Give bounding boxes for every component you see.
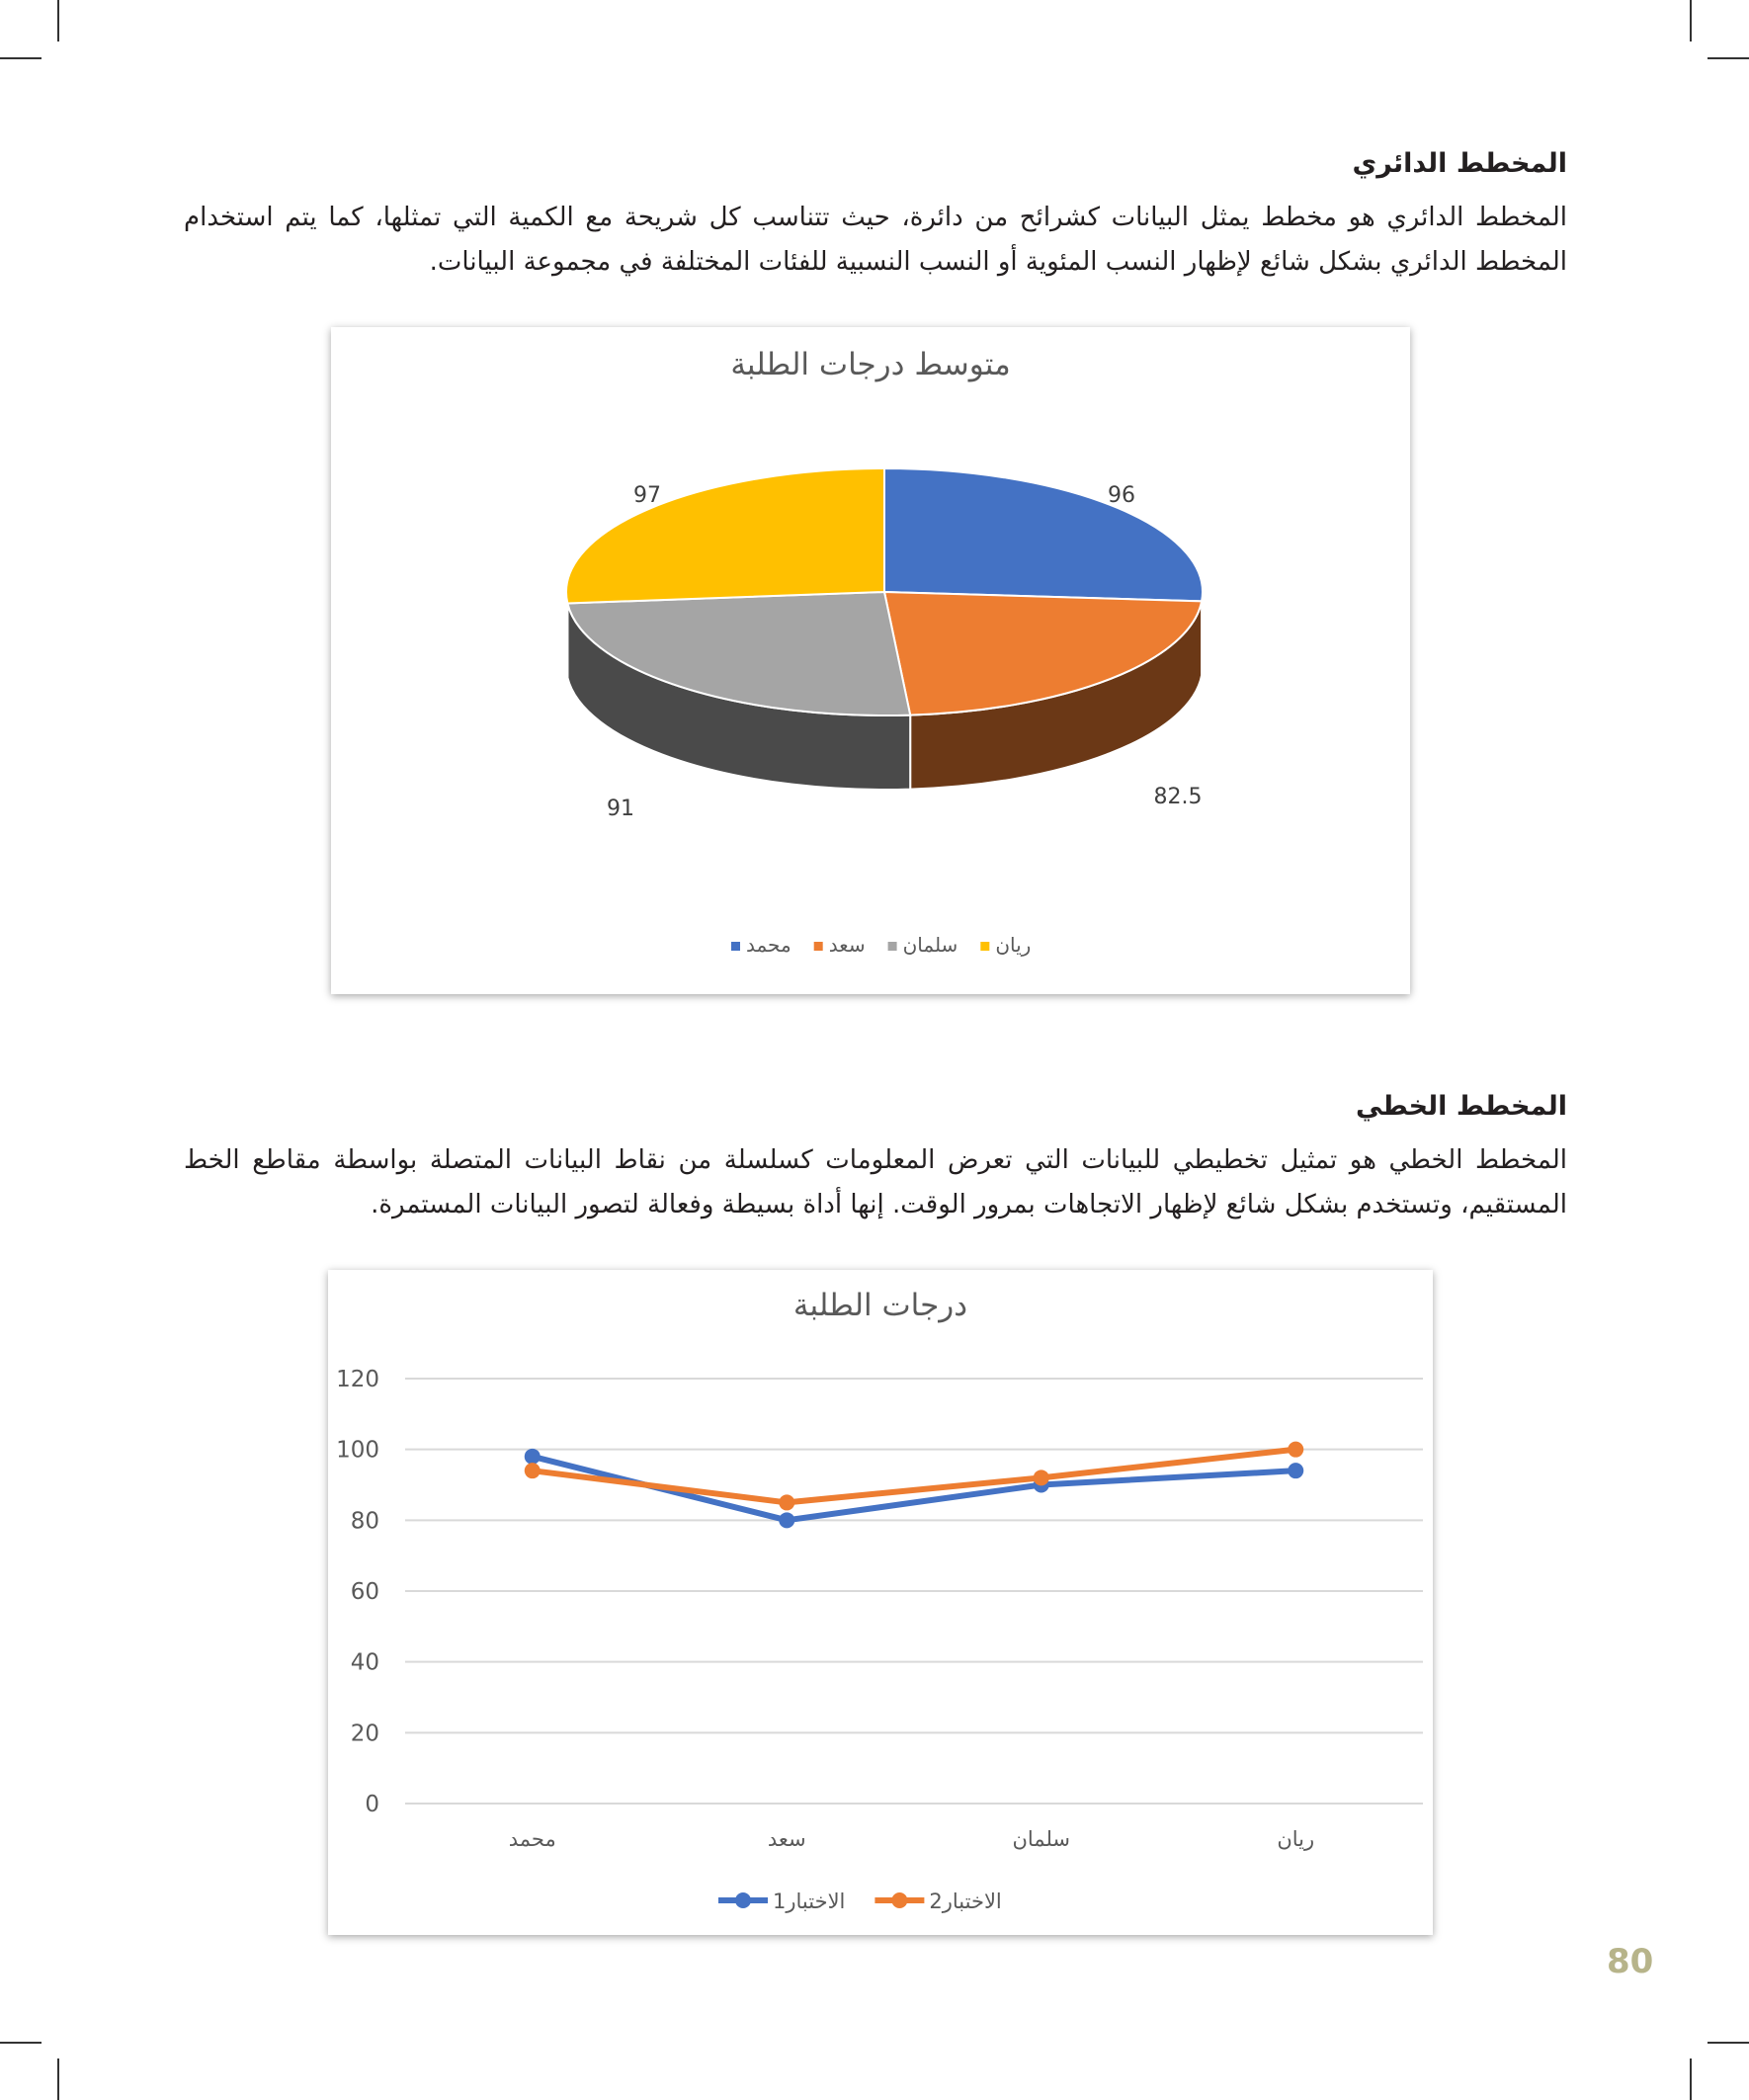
pie-data-label: 91 <box>607 797 634 821</box>
legend-label: ريان <box>995 933 1031 957</box>
data-point <box>1288 1463 1304 1479</box>
legend-marker <box>731 942 740 951</box>
data-point <box>524 1463 541 1479</box>
y-tick-label: 120 <box>336 1367 379 1392</box>
legend-marker <box>887 942 897 951</box>
series-line <box>532 1446 1296 1506</box>
legend-marker <box>891 1892 908 1908</box>
page-number: 80 <box>1607 1942 1654 1981</box>
section-heading-line: المخطط الخطي <box>1355 1091 1567 1122</box>
section-paragraph-pie: المخطط الدائري هو مخطط يمثل البيانات كشر… <box>184 203 1567 277</box>
line-chart-svg: 0 20 40 60 80 100 120 محمد سعد سلمان ريان الاختبار1… <box>336 1367 1423 1913</box>
y-tick-label: 0 <box>365 1792 379 1817</box>
x-tick-label: محمد <box>509 1827 556 1851</box>
y-tick-label: 60 <box>351 1579 379 1605</box>
x-tick-label: ريان <box>1277 1827 1314 1851</box>
pie-chart: متوسط درجات الطلبة 96 82.5 91 97 محمد سعد سلما… <box>331 327 1410 994</box>
y-tick-label: 100 <box>336 1438 379 1464</box>
line-chart: درجات الطلبة 0 20 40 60 80 100 120 محمد سعد سلمان… <box>328 1270 1433 1935</box>
crop-mark <box>1707 57 1749 59</box>
legend-label: محمد <box>746 933 791 957</box>
crop-mark <box>1707 2042 1749 2044</box>
pie-data-label: 96 <box>1108 483 1135 508</box>
pie-data-label: 97 <box>633 483 661 508</box>
y-tick-label: 20 <box>351 1721 379 1746</box>
legend-marker <box>980 942 990 951</box>
legend-label: سلمان <box>903 933 958 957</box>
pie-slice <box>566 590 912 716</box>
data-point <box>1033 1470 1049 1486</box>
pie-chart-title: متوسط درجات الطلبة <box>730 347 1011 382</box>
pie-slice <box>882 590 1204 716</box>
x-tick-label: سلمان <box>1012 1827 1070 1851</box>
legend-marker <box>813 942 823 951</box>
x-tick-label: سعد <box>768 1827 806 1851</box>
crop-mark <box>57 0 59 42</box>
legend-marker <box>735 1892 751 1908</box>
y-tick-label: 80 <box>351 1508 379 1534</box>
data-point <box>779 1512 795 1529</box>
y-tick-label: 40 <box>351 1650 379 1676</box>
legend-label: سعد <box>829 933 866 957</box>
crop-mark <box>0 2042 42 2044</box>
pie-chart-svg: 96 82.5 91 97 محمد سعد سلمان ريان <box>565 466 1204 957</box>
pie-slice <box>565 466 885 605</box>
pie-data-label: 82.5 <box>1154 785 1203 809</box>
line-chart-title: درجات الطلبة <box>792 1288 968 1323</box>
section-paragraph-line: المخطط الخطي هو تمثيل تخطيطي للبيانات ال… <box>184 1145 1567 1219</box>
crop-mark <box>1690 2058 1692 2100</box>
pie-slice <box>883 466 1204 603</box>
section-heading-pie: المخطط الدائري <box>1352 148 1568 179</box>
crop-mark <box>57 2058 59 2100</box>
crop-mark <box>1690 0 1692 42</box>
data-point <box>524 1448 541 1465</box>
legend-label: الاختبار1 <box>773 1890 845 1913</box>
crop-mark <box>0 57 42 59</box>
data-point <box>779 1494 795 1511</box>
data-point <box>1288 1441 1304 1458</box>
legend-label: الاختبار2 <box>929 1890 1001 1913</box>
